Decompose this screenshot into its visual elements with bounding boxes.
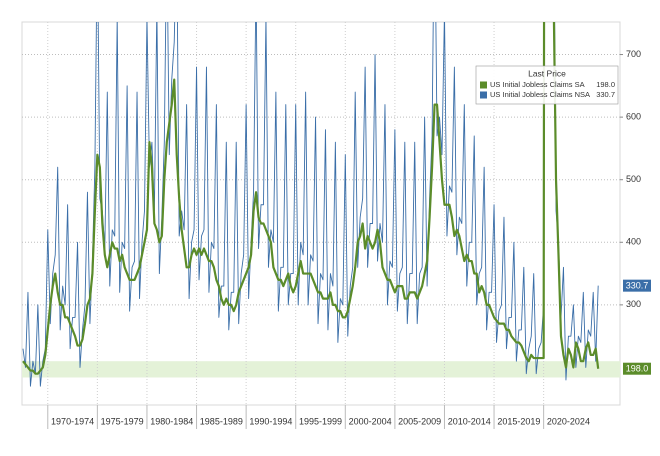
x-tick-label: 2005-2009 bbox=[398, 416, 441, 426]
x-tick-label: 1990-1994 bbox=[249, 416, 292, 426]
x-tick-label: 1975-1979 bbox=[101, 416, 144, 426]
legend-value: 198.0 bbox=[596, 80, 615, 89]
series-line bbox=[22, 22, 600, 375]
y-tick-label: 400 bbox=[626, 237, 641, 247]
series-line bbox=[22, 22, 599, 387]
x-tick-label: 2020-2024 bbox=[547, 416, 590, 426]
x-tick-label: 1980-1984 bbox=[150, 416, 193, 426]
highlight-band bbox=[22, 361, 620, 378]
x-tick-label: 1985-1989 bbox=[200, 416, 243, 426]
x-tick-label: 2000-2004 bbox=[349, 416, 392, 426]
x-tick-label: 1970-1974 bbox=[51, 416, 94, 426]
legend-box bbox=[475, 65, 619, 105]
y-tick-label: 600 bbox=[626, 111, 641, 121]
y-tick-label: 700 bbox=[626, 49, 641, 59]
x-tick-label: 2015-2019 bbox=[497, 416, 540, 426]
legend-value: 330.7 bbox=[596, 90, 615, 99]
last-value-tag bbox=[623, 279, 651, 292]
legend-label: US Initial Jobless Claims SA bbox=[490, 80, 585, 89]
last-value-label: 198.0 bbox=[626, 364, 649, 374]
last-value-label: 330.7 bbox=[626, 281, 649, 291]
last-value-tag bbox=[623, 362, 651, 375]
y-tick-label: 500 bbox=[626, 174, 641, 184]
legend-label: US Initial Jobless Claims NSA bbox=[490, 90, 590, 99]
y-tick-label: 300 bbox=[626, 299, 641, 309]
legend-swatch bbox=[480, 91, 487, 99]
x-tick-label: 2010-2014 bbox=[448, 416, 491, 426]
legend-title: Last Price bbox=[528, 68, 566, 78]
legend-swatch bbox=[480, 81, 487, 89]
x-tick-label: 1995-1999 bbox=[299, 416, 342, 426]
